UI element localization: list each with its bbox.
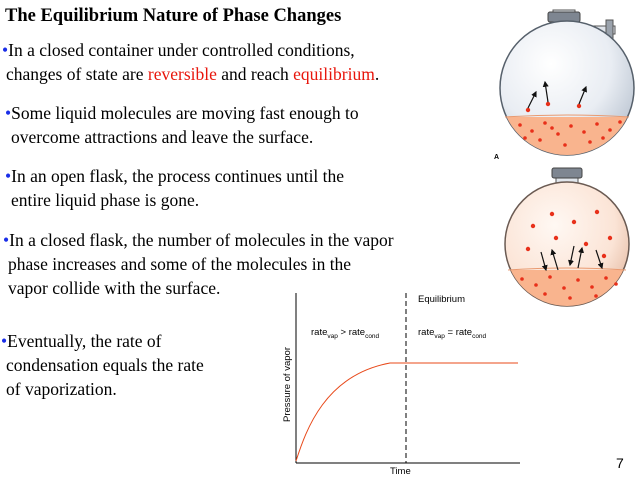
bullet-closed-container: •In a closed container under controlled … <box>2 38 379 86</box>
flask-label: A <box>494 154 500 161</box>
vapor-pressure-graph: Equilibrium Time Pressure of vapor ratev… <box>282 293 520 477</box>
bullet-line: of vaporization. <box>6 379 117 399</box>
bullet-line: In a closed container under controlled c… <box>8 40 355 60</box>
bullet-line: condensation equals the rate <box>6 355 204 375</box>
slide-title: The Equilibrium Nature of Phase Changes <box>5 6 342 26</box>
bullet-line: changes of state are <box>6 64 148 84</box>
equilibrium-label: Equilibrium <box>418 294 465 305</box>
keyword-equilibrium: equilibrium <box>293 64 375 84</box>
closed-flask-illustration <box>504 167 630 307</box>
y-axis-label: Pressure of vapor <box>282 347 293 422</box>
bullet-line: phase increases and some of the molecule… <box>8 254 352 274</box>
bullet-marker: • <box>5 103 12 123</box>
bullet-line: In a closed flask, the number of molecul… <box>9 230 394 250</box>
x-axis-label: Time <box>390 466 411 477</box>
bullet-line: Some liquid molecules are moving fast en… <box>11 103 359 123</box>
bullet-line: and reach <box>216 64 294 84</box>
bullet-marker: • <box>5 166 12 186</box>
bullet-line: entire liquid phase is gone. <box>11 190 200 210</box>
bullet-line: In an open flask, the process continues … <box>11 166 345 186</box>
bullet-marker: • <box>1 331 8 351</box>
bullet-line: . <box>374 64 380 84</box>
bullet-line: vapor collide with the surface. <box>8 278 221 298</box>
bullet-open-flask: •In an open flask, the process continues… <box>5 164 344 212</box>
page-number: 7 <box>616 455 624 471</box>
bullet-liquid-molecules: •Some liquid molecules are moving fast e… <box>5 101 359 149</box>
bullet-eventually: •Eventually, the rate of condensation eq… <box>1 329 204 401</box>
annotation-rate-vap-equal: ratevap = ratecond <box>418 327 487 340</box>
bullet-marker: • <box>2 40 9 60</box>
annotation-rate-vap-greater: ratevap > ratecond <box>311 327 380 340</box>
vapor-pressure-curve <box>295 362 518 462</box>
open-flask-illustration <box>499 9 635 156</box>
keyword-reversible: reversible <box>147 64 217 84</box>
bullet-line: overcome attractions and leave the surfa… <box>11 127 314 147</box>
bullet-closed-flask: •In a closed flask, the number of molecu… <box>3 228 394 300</box>
bullet-line: Eventually, the rate of <box>7 331 162 351</box>
bullet-marker: • <box>3 230 10 250</box>
